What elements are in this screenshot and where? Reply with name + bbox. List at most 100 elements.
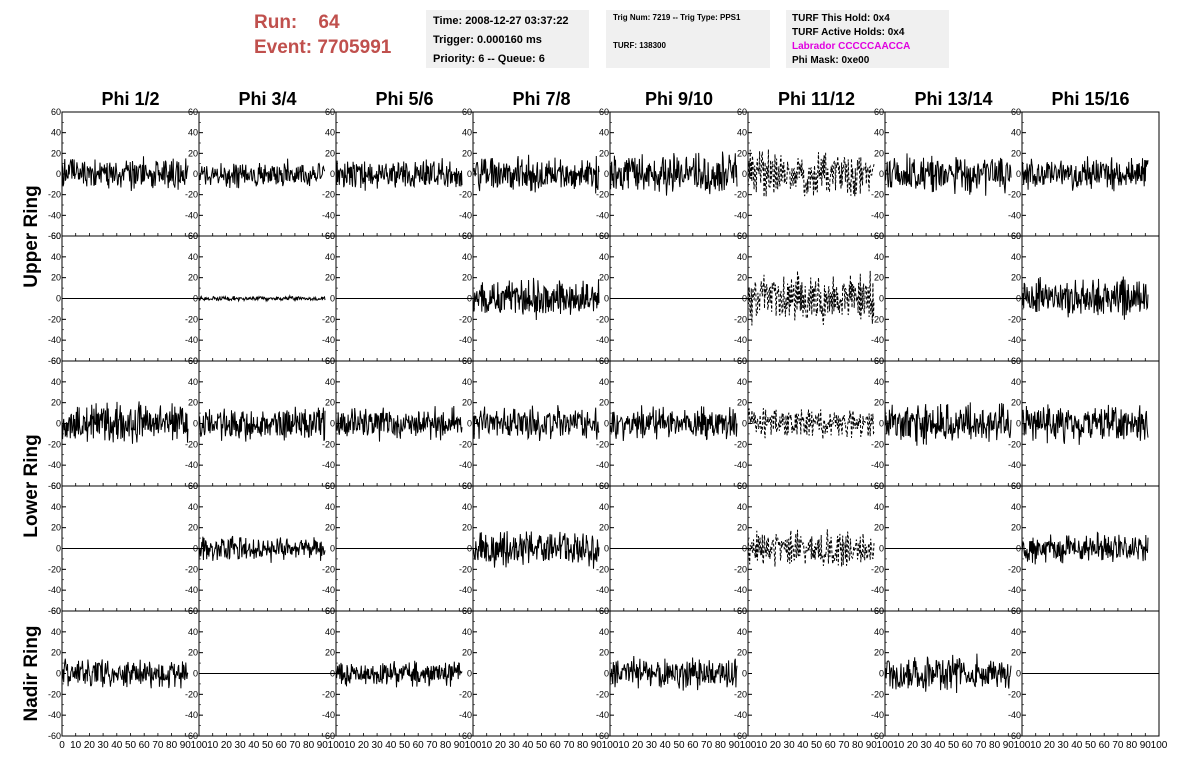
turf-active-holds-text: TURF Active Holds: 0x4 [792, 27, 905, 38]
y-tick-label: -20 [1008, 439, 1021, 449]
y-tick-label: 60 [51, 606, 61, 616]
y-tick-label: -20 [185, 439, 198, 449]
y-tick-label: 0 [330, 669, 335, 679]
y-tick-label: 60 [325, 356, 335, 366]
y-tick-label: -60 [185, 731, 198, 741]
y-tick-label: -40 [734, 710, 747, 720]
y-tick-label: -40 [459, 460, 472, 470]
y-tick-label: 20 [325, 148, 335, 158]
x-tick-label: 20 [632, 740, 644, 751]
y-tick-label: 40 [599, 502, 609, 512]
y-tick-label: 60 [1011, 481, 1021, 491]
y-tick-label: -20 [322, 439, 335, 449]
y-tick-label: -40 [185, 460, 198, 470]
y-tick-label: 40 [737, 128, 747, 138]
trace-r1-c5 [609, 151, 738, 196]
x-tick-label: 60 [276, 740, 288, 751]
y-tick-label: 60 [1011, 606, 1021, 616]
y-tick-label: -20 [596, 190, 609, 200]
y-tick-label: -20 [596, 689, 609, 699]
y-tick-label: 0 [56, 169, 61, 179]
y-tick-label: -40 [185, 335, 198, 345]
y-tick-label: 20 [51, 273, 61, 283]
y-tick-label: 20 [599, 273, 609, 283]
y-tick-label: -40 [48, 710, 61, 720]
y-tick-label: 20 [1011, 273, 1021, 283]
y-tick-label: -40 [871, 710, 884, 720]
labrador-text: Labrador CCCCCAACCA [792, 41, 911, 52]
y-tick-label: 0 [879, 544, 884, 554]
trace-r2-c6 [747, 270, 875, 326]
y-tick-label: 60 [874, 231, 884, 241]
y-tick-label: 20 [737, 523, 747, 533]
y-tick-label: 0 [56, 419, 61, 429]
x-tick-label: 70 [289, 740, 301, 751]
y-tick-label: -40 [322, 210, 335, 220]
run-value: 64 [318, 12, 340, 33]
y-tick-label: 20 [1011, 523, 1021, 533]
trace-r4-c6 [747, 529, 875, 567]
y-tick-label: 40 [325, 502, 335, 512]
x-tick-label: 40 [111, 740, 123, 751]
y-tick-label: -20 [459, 689, 472, 699]
y-tick-label: 20 [188, 148, 198, 158]
y-tick-label: 60 [325, 606, 335, 616]
y-tick-label: 60 [599, 231, 609, 241]
y-tick-label: 40 [874, 627, 884, 637]
x-tick-label: 90 [1140, 740, 1152, 751]
y-tick-label: 20 [1011, 148, 1021, 158]
y-tick-label: -20 [459, 314, 472, 324]
x-tick-label: 10 [207, 740, 219, 751]
x-tick-label: 80 [303, 740, 315, 751]
y-tick-label: 60 [1011, 356, 1021, 366]
x-tick-label: 50 [262, 740, 274, 751]
y-tick-label: -60 [596, 731, 609, 741]
y-tick-label: -40 [185, 585, 198, 595]
x-tick-label: 90 [454, 740, 466, 751]
x-tick-label: 10 [756, 740, 768, 751]
y-tick-label: -20 [48, 689, 61, 699]
y-tick-label: -20 [185, 689, 198, 699]
x-tick-label: 80 [440, 740, 452, 751]
y-tick-label: 0 [604, 544, 609, 554]
y-tick-label: -40 [322, 585, 335, 595]
y-tick-label: 60 [599, 606, 609, 616]
y-tick-label: 20 [325, 398, 335, 408]
x-tick-label: 30 [235, 740, 247, 751]
x-tick-label: 40 [522, 740, 534, 751]
y-tick-label: -40 [596, 335, 609, 345]
x-tick-label: 80 [989, 740, 1001, 751]
x-tick-label: 60 [1099, 740, 1111, 751]
y-tick-label: -40 [596, 460, 609, 470]
y-tick-label: 40 [599, 128, 609, 138]
y-tick-label: 40 [599, 252, 609, 262]
x-tick-label: 20 [84, 740, 96, 751]
trace-r1-c2 [198, 158, 325, 189]
x-tick-label: 40 [797, 740, 809, 751]
panel-frame-r5-c6 [747, 610, 886, 737]
y-tick-label: 0 [1016, 169, 1021, 179]
y-tick-label: 60 [325, 231, 335, 241]
trace-r3-c1 [61, 401, 189, 444]
row-group-label-3: Nadir Ring [21, 625, 42, 721]
y-tick-label: -20 [871, 190, 884, 200]
y-tick-label: -40 [1008, 460, 1021, 470]
x-tick-label: 50 [536, 740, 548, 751]
row-group-label-2: Lower Ring [21, 434, 42, 537]
x-tick-label: 100 [465, 740, 482, 751]
column-header-4: Phi 7/8 [512, 89, 570, 109]
x-tick-label: 30 [1058, 740, 1070, 751]
y-tick-label: 0 [1016, 294, 1021, 304]
y-tick-label: -40 [48, 210, 61, 220]
y-tick-label: 60 [874, 107, 884, 117]
y-tick-label: 60 [188, 606, 198, 616]
y-tick-label: -60 [871, 731, 884, 741]
y-tick-label: 40 [1011, 128, 1021, 138]
y-tick-label: -40 [734, 335, 747, 345]
y-tick-label: -20 [734, 439, 747, 449]
y-tick-label: -40 [596, 585, 609, 595]
y-tick-label: 40 [874, 128, 884, 138]
x-tick-label: 80 [577, 740, 589, 751]
y-tick-label: -40 [459, 585, 472, 595]
y-tick-label: -40 [185, 210, 198, 220]
